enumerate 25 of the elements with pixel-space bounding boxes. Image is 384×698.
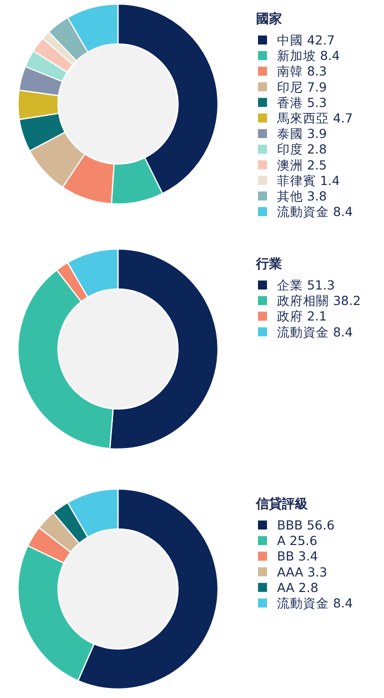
legend-label: 流動資金 8.4: [277, 596, 353, 610]
legend-label: 印度 2.8: [277, 142, 327, 157]
legend-label: A 25.6: [277, 533, 318, 548]
legend-label: 澳洲 2.5: [277, 157, 327, 172]
legend-label: 流動資金 8.4: [277, 204, 353, 220]
legend-label: 政府相關 38.2: [277, 293, 361, 308]
legend-label: BB 3.4: [277, 548, 318, 564]
legend-label: AAA 3.3: [277, 564, 328, 580]
legend-label: 中國 42.7: [277, 32, 335, 48]
legend-title: 信貸評級: [255, 496, 309, 512]
legend-label: 菲律賓 1.4: [277, 172, 340, 188]
legend-label: 泰國 3.9: [277, 126, 327, 142]
legend-label: 香港 5.3: [277, 94, 327, 110]
legend-title: 行業: [255, 257, 282, 272]
legend-label: 馬來西亞 4.7: [276, 110, 353, 126]
legend-label: 企業 51.3: [277, 278, 335, 292]
legend-label: 政府 2.1: [277, 308, 327, 324]
legend-title: 國家: [256, 11, 282, 27]
legend-label: 流動資金 8.4: [277, 324, 353, 340]
legend-label: 新加坡 8.4: [277, 48, 340, 64]
legend-label: 其他 3.8: [277, 188, 327, 204]
legend-label: BBB 56.6: [277, 518, 335, 532]
legend-label: 南韓 8.3: [277, 64, 327, 79]
legend-label: AA 2.8: [277, 580, 318, 595]
legend-label: 印尼 7.9: [277, 79, 327, 94]
